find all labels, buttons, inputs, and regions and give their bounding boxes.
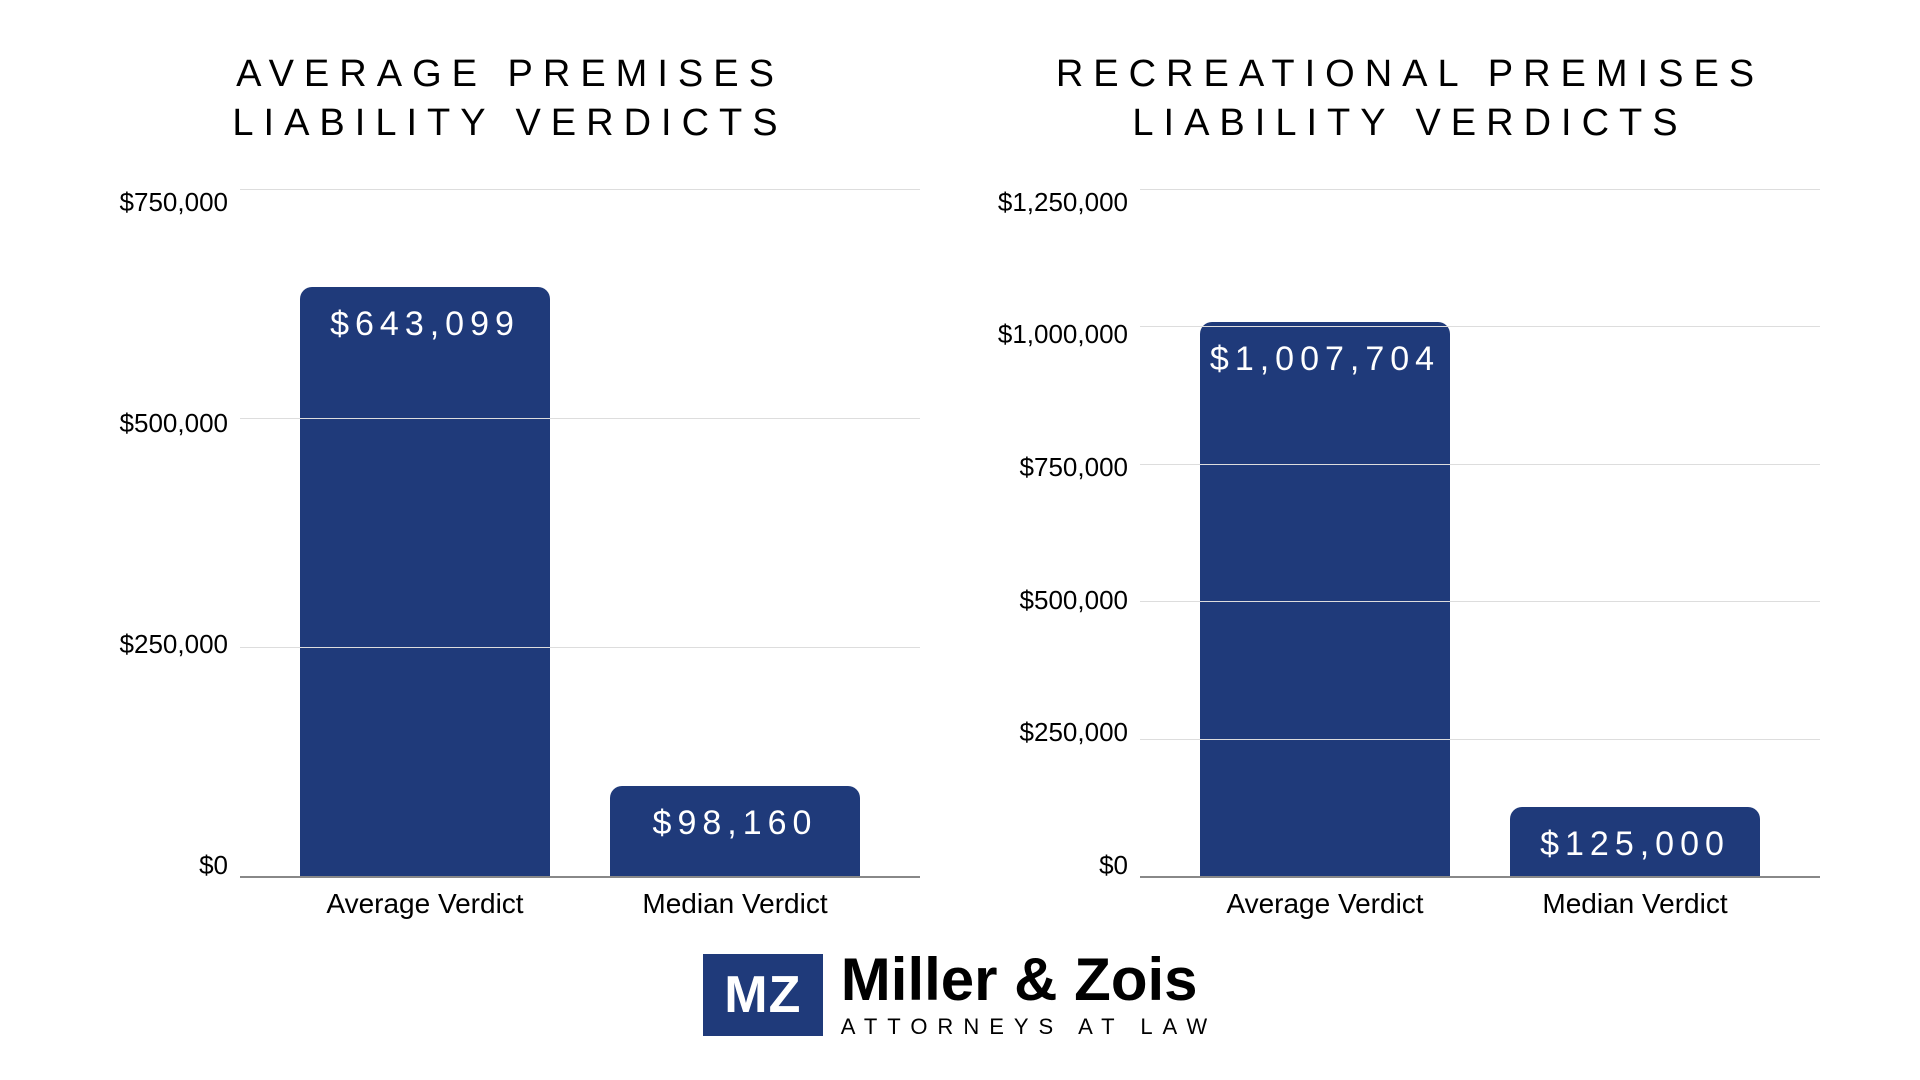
y-tick: $0	[1099, 852, 1128, 878]
gridline	[1140, 739, 1820, 740]
y-tick: $1,250,000	[998, 189, 1128, 215]
bar-slot: $1,007,704	[1170, 189, 1480, 876]
bar-value-label: $125,000	[1540, 825, 1730, 864]
y-tick: $250,000	[1020, 719, 1128, 745]
plot-wrap: $1,250,000 $1,000,000 $750,000 $500,000 $250…	[1000, 189, 1820, 878]
gridline	[1140, 326, 1820, 327]
gridline	[1140, 464, 1820, 465]
charts-row: AVERAGE PREMISES LIABILITY VERDICTS $750…	[100, 50, 1820, 920]
bar-slot: $125,000	[1480, 189, 1790, 876]
plot-wrap: $750,000 $500,000 $250,000 $0 $643,099 $98,1…	[100, 189, 920, 878]
y-tick: $250,000	[120, 631, 228, 657]
bar: $1,007,704	[1200, 322, 1450, 876]
x-axis: Average VerdictMedian Verdict	[240, 878, 920, 920]
y-tick: $500,000	[120, 410, 228, 436]
bar: $98,160	[610, 786, 860, 876]
y-tick: $500,000	[1020, 587, 1128, 613]
brand-tagline: ATTORNEYS AT LAW	[841, 1014, 1217, 1040]
chart-panel-right: RECREATIONAL PREMISES LIABILITY VERDICTS…	[1000, 50, 1820, 920]
y-axis: $1,250,000 $1,000,000 $750,000 $500,000 $250…	[1000, 189, 1140, 878]
x-axis: Average VerdictMedian Verdict	[1140, 878, 1820, 920]
gridline	[240, 189, 920, 190]
chart-panel-left: AVERAGE PREMISES LIABILITY VERDICTS $750…	[100, 50, 920, 920]
bar: $643,099	[300, 287, 550, 876]
bars-container: $643,099 $98,160	[240, 189, 920, 876]
plot-area: $1,007,704 $125,000	[1140, 189, 1820, 878]
brand-name: Miller & Zois	[841, 950, 1217, 1010]
chart-title: AVERAGE PREMISES LIABILITY VERDICTS	[100, 50, 920, 149]
y-tick: $1,000,000	[998, 321, 1128, 347]
chart-title: RECREATIONAL PREMISES LIABILITY VERDICTS	[1000, 50, 1820, 149]
bar-value-label: $98,160	[653, 804, 818, 843]
y-tick: $750,000	[1020, 454, 1128, 480]
gridline	[240, 647, 920, 648]
gridline	[1140, 601, 1820, 602]
x-tick: Average Verdict	[270, 888, 580, 920]
x-tick: Median Verdict	[580, 888, 890, 920]
bar: $125,000	[1510, 807, 1760, 876]
brand-footer: MZ Miller & Zois ATTORNEYS AT LAW	[100, 920, 1820, 1040]
x-tick: Median Verdict	[1480, 888, 1790, 920]
bar-value-label: $1,007,704	[1210, 340, 1440, 379]
y-tick: $0	[199, 852, 228, 878]
bar-slot: $98,160	[580, 189, 890, 876]
bars-container: $1,007,704 $125,000	[1140, 189, 1820, 876]
x-tick: Average Verdict	[1170, 888, 1480, 920]
brand-text: Miller & Zois ATTORNEYS AT LAW	[841, 950, 1217, 1040]
plot-area: $643,099 $98,160	[240, 189, 920, 878]
brand-badge: MZ	[703, 954, 823, 1036]
y-tick: $750,000	[120, 189, 228, 215]
y-axis: $750,000 $500,000 $250,000 $0	[100, 189, 240, 878]
gridline	[1140, 189, 1820, 190]
gridline	[240, 418, 920, 419]
bar-slot: $643,099	[270, 189, 580, 876]
bar-value-label: $643,099	[330, 305, 520, 344]
